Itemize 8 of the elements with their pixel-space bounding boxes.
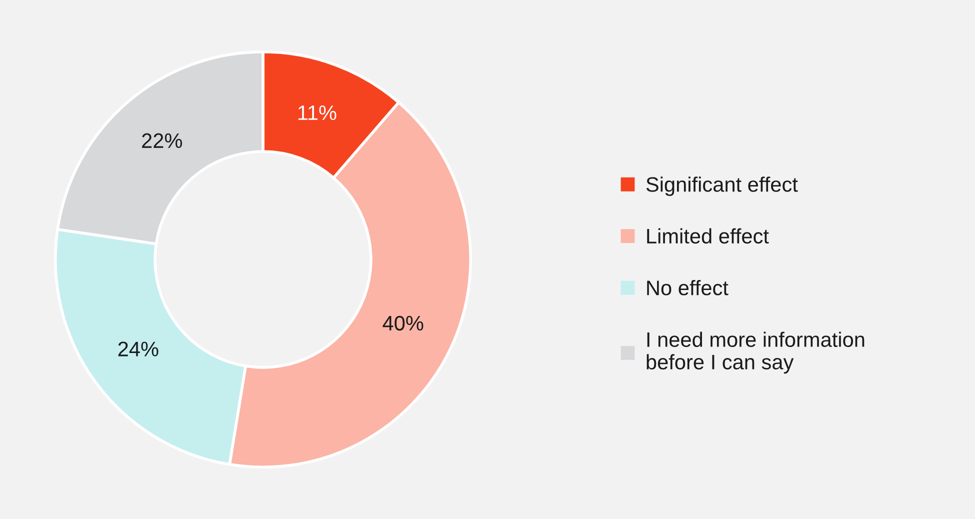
legend-label: Limited effect	[647, 228, 769, 244]
legend-label: Significant effect	[646, 176, 798, 196]
legend-label: I need more information before I can say	[646, 332, 864, 374]
data-label: 22%	[142, 133, 182, 148]
data-label: 11%	[298, 105, 336, 120]
data-label: 24%	[118, 342, 158, 356]
legend-label: No effect	[647, 280, 728, 296]
data-label: 40%	[382, 316, 424, 331]
